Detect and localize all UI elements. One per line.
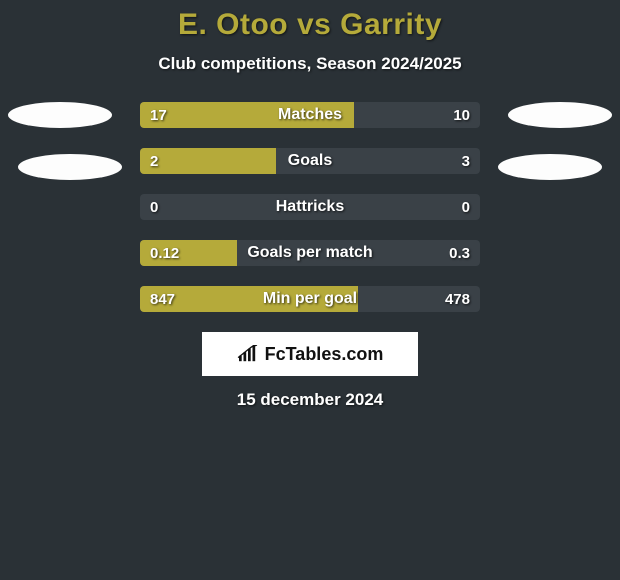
subtitle: Club competitions, Season 2024/2025 <box>0 54 620 74</box>
player-left-avatar-1 <box>8 102 112 128</box>
stat-row: 847478Min per goal <box>140 286 480 312</box>
player-right-avatar-1 <box>508 102 612 128</box>
date-label: 15 december 2024 <box>0 390 620 410</box>
stat-row: 0.120.3Goals per match <box>140 240 480 266</box>
stat-label: Matches <box>140 102 480 128</box>
branding-badge: FcTables.com <box>202 332 418 376</box>
stat-row: 00Hattricks <box>140 194 480 220</box>
chart-icon <box>237 345 259 363</box>
branding-text: FcTables.com <box>265 344 384 365</box>
stat-row: 23Goals <box>140 148 480 174</box>
page-title: E. Otoo vs Garrity <box>0 8 620 42</box>
stat-label: Goals <box>140 148 480 174</box>
player-left-avatar-2 <box>18 154 122 180</box>
stat-label: Hattricks <box>140 194 480 220</box>
stat-label: Min per goal <box>140 286 480 312</box>
stats-area: 1710Matches 23Goals 00Hattricks 0.120.3Goal… <box>0 102 620 312</box>
stat-bars: 1710Matches 23Goals 00Hattricks 0.120.3Goal… <box>140 102 480 312</box>
stat-label: Goals per match <box>140 240 480 266</box>
stat-row: 1710Matches <box>140 102 480 128</box>
player-right-avatar-2 <box>498 154 602 180</box>
comparison-card: E. Otoo vs Garrity Club competitions, Se… <box>0 0 620 410</box>
